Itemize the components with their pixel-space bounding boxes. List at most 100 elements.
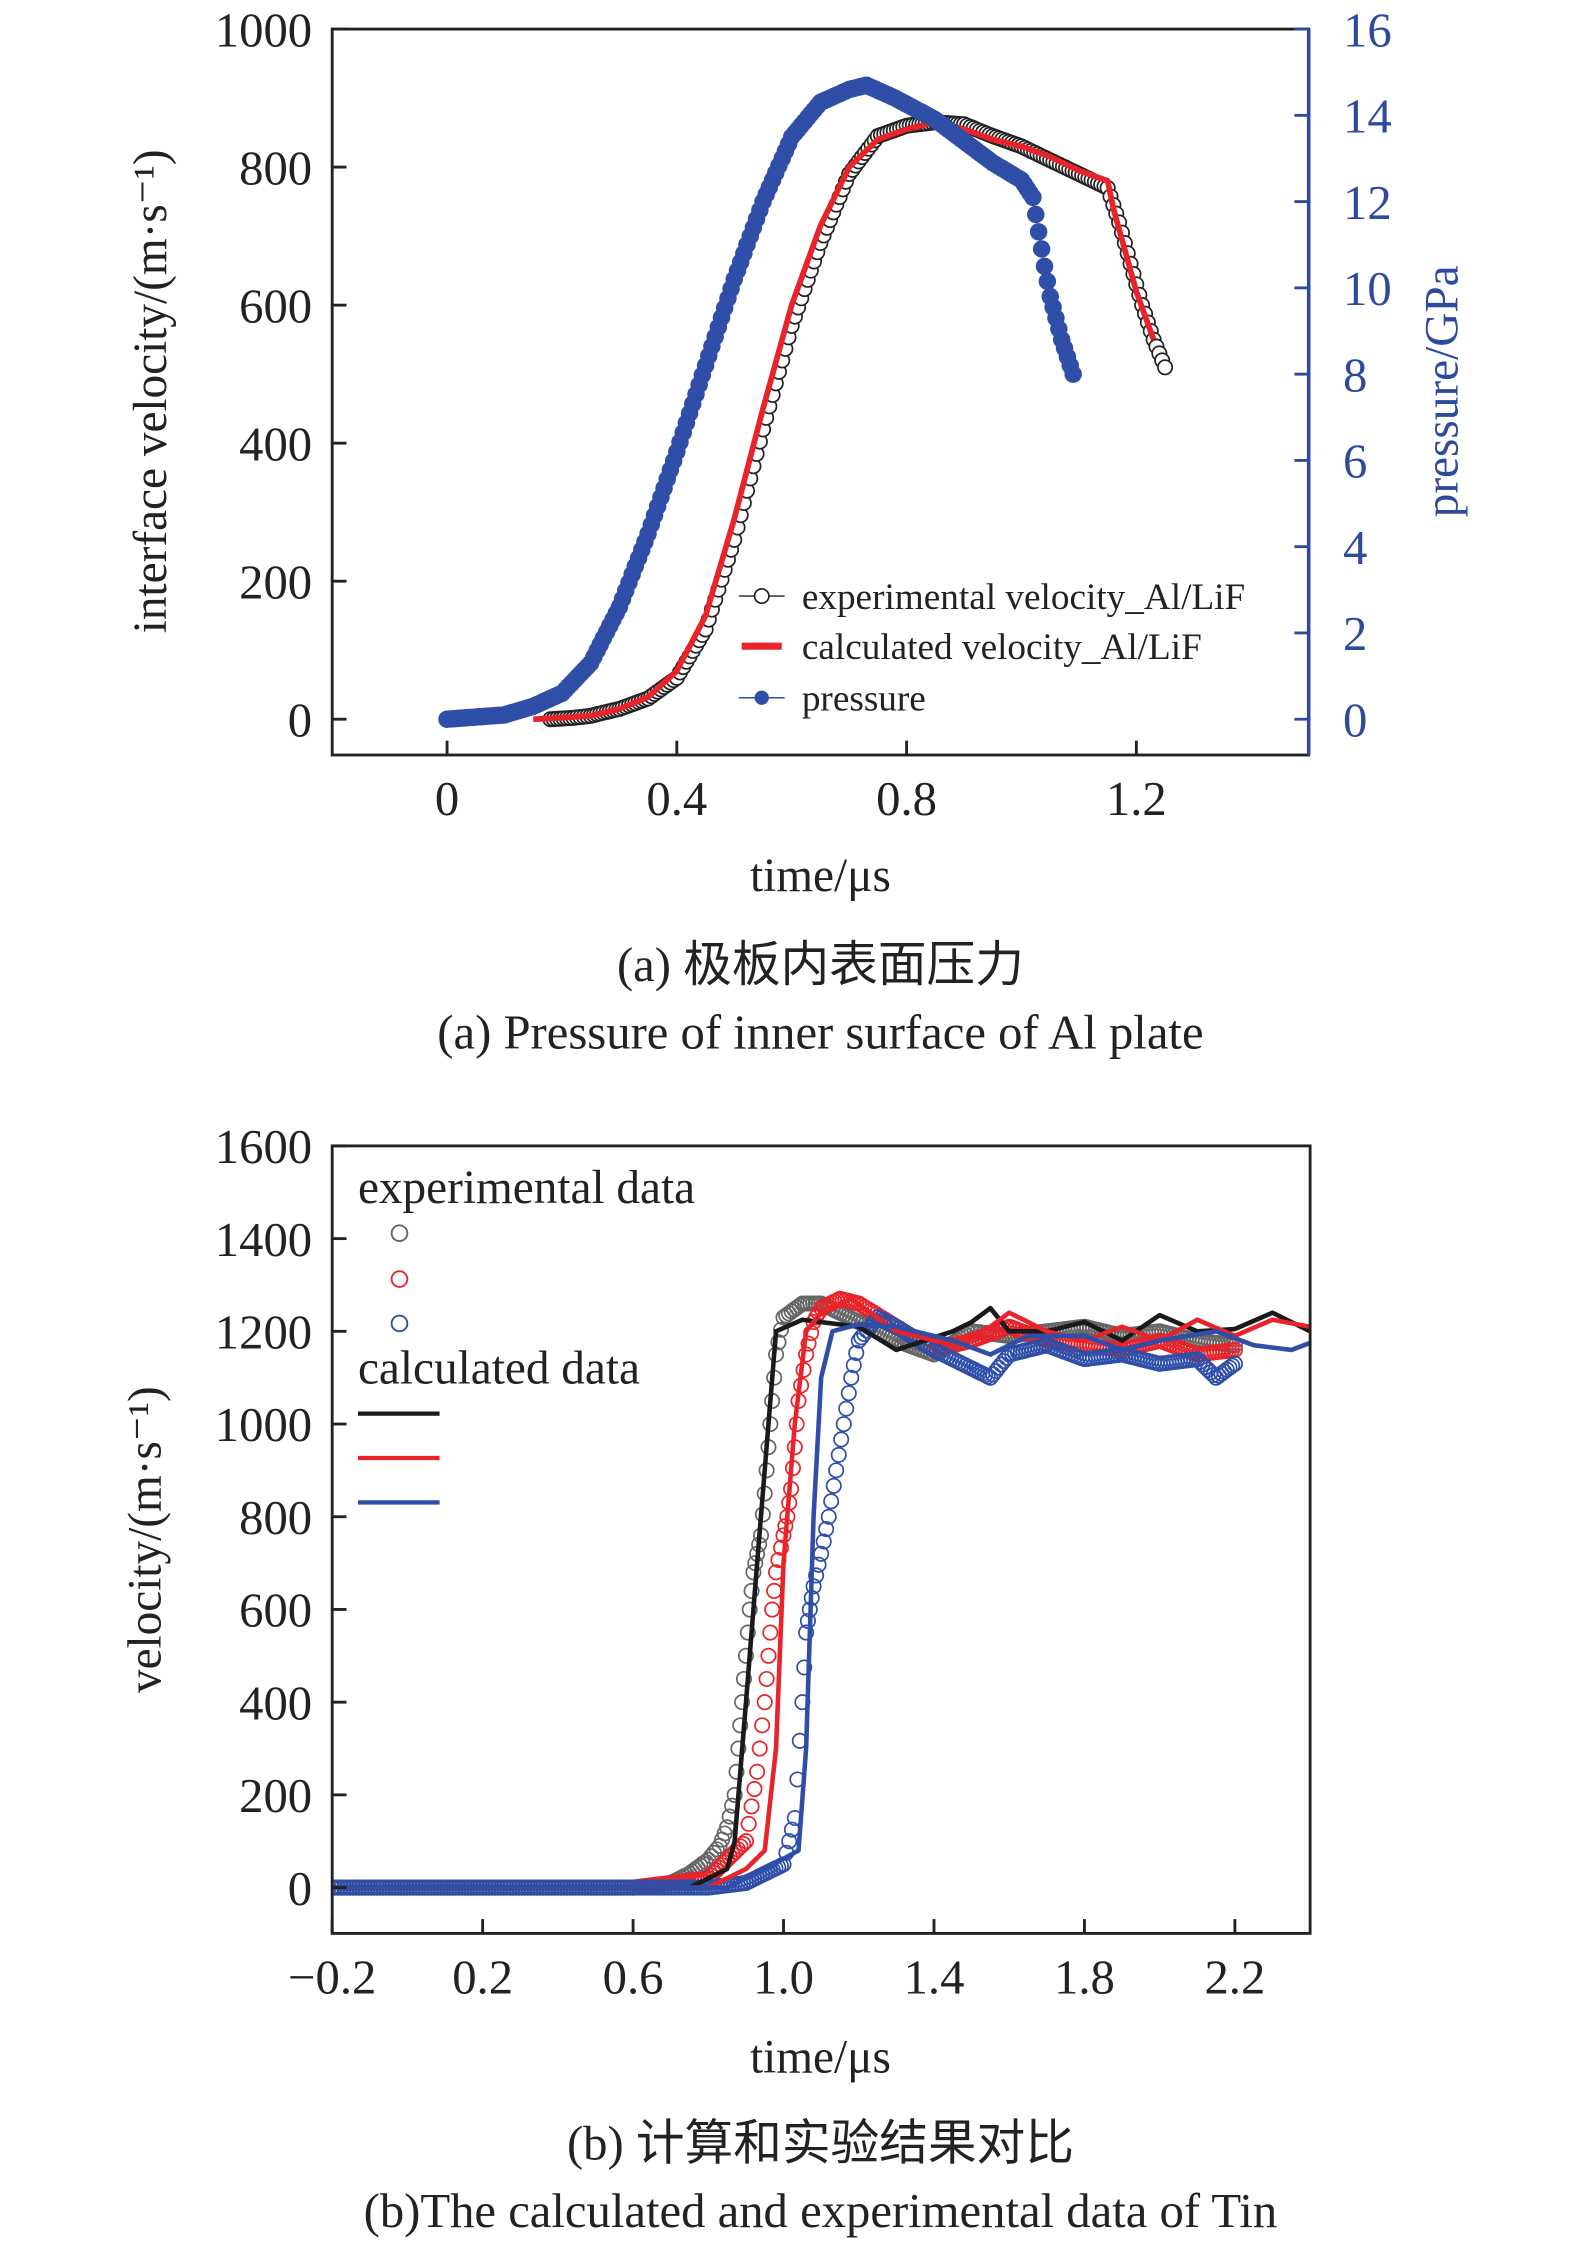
chart-a-y2tick-label: 2 <box>1343 607 1367 661</box>
chart-a-xtick-label: 1.2 <box>1106 772 1167 826</box>
chart-b-point <box>734 1694 751 1711</box>
chart-b-point <box>732 1717 749 1734</box>
chart-b-point <box>735 1670 752 1687</box>
chart-b-legend: experimental data calculated data <box>357 1162 695 1505</box>
chart-b-point <box>745 1564 762 1581</box>
chart-b-series-2 <box>332 1322 1311 1890</box>
chart-b-point <box>754 1717 771 1734</box>
chart-b-xtick-label: 0.6 <box>603 1951 664 2005</box>
chart-b-point <box>818 1521 835 1538</box>
chart-b-ylabel: velocity/(m·s⁻¹) <box>119 1386 171 1693</box>
chart-b-point <box>737 1647 754 1664</box>
chart-b-ytick-label: 1200 <box>215 1306 312 1360</box>
chart-b-point <box>740 1815 757 1832</box>
chart-a-point <box>1035 257 1054 276</box>
chart-a-ylabel: interface velocity/(m·s⁻¹) <box>125 149 177 633</box>
chart-b-point <box>739 1624 756 1641</box>
chart-b-point <box>708 1841 725 1858</box>
chart-b-point <box>760 1647 777 1664</box>
chart-a-series-2 <box>438 76 1082 728</box>
chart-b-xtick-label: 2.2 <box>1204 1951 1265 2005</box>
chart-a-ytick-label: 0 <box>288 693 312 747</box>
chart-b-point <box>1194 1356 1211 1373</box>
chart-b-ytick-label: 200 <box>239 1769 312 1823</box>
chart-b-point <box>778 1307 795 1324</box>
chart-b-point <box>743 1798 760 1815</box>
legend-exp-label: experimental velocity_Al/LiF <box>802 577 1245 618</box>
chart-b-point <box>773 1539 790 1556</box>
chart-b-point <box>1210 1367 1227 1384</box>
chart-b: −0.2 0.2 0.6 1.0 1.4 1.8 2.2 0 200 400 600 800 1000 1… <box>119 1120 1312 2238</box>
legend-exp-marker <box>753 588 770 605</box>
chart-a-point <box>1032 240 1051 258</box>
chart-a-y2tick-label: 14 <box>1343 90 1392 144</box>
chart-b-point <box>845 1357 862 1374</box>
chart-a-series-1 <box>533 119 1157 723</box>
chart-b-point <box>848 1344 865 1361</box>
chart-b-series-1 <box>332 1296 1311 1890</box>
legend-calculated-title: calculated data <box>358 1343 640 1395</box>
legend-calc-label: calculated velocity_Al/LiF <box>802 627 1202 668</box>
chart-b-ytick-label: 1400 <box>215 1213 312 1267</box>
chart-b-point <box>840 1385 857 1402</box>
chart-b-point <box>737 1833 754 1850</box>
chart-b-caption-en: (b)The calculated and experimental data … <box>364 2184 1278 2238</box>
chart-a-ytick-label: 1000 <box>215 3 312 57</box>
chart-b-point <box>770 1334 787 1351</box>
chart-b-xtick-label: −0.2 <box>288 1951 376 2005</box>
chart-b-xtick-label: 0.2 <box>452 1951 513 2005</box>
chart-b-point <box>758 1670 775 1687</box>
chart-b-point <box>743 1582 760 1599</box>
chart-b-point <box>820 1508 837 1525</box>
chart-b-point <box>1208 1369 1225 1386</box>
chart-a-ytick-label: 200 <box>239 555 312 609</box>
chart-b-point <box>773 1321 790 1338</box>
chart-b-ytick-label: 1000 <box>215 1398 312 1452</box>
chart-b-xtick-label: 1.4 <box>904 1951 965 2005</box>
chart-a-ytick-label: 800 <box>239 141 312 195</box>
chart-a: 0 0.4 0.8 1.2 0 200 400 600 800 1000 0 2 4 6 8 10 12 14 16… <box>125 3 1468 1059</box>
chart-b-point <box>780 1305 797 1322</box>
chart-b-point <box>823 1493 840 1510</box>
chart-a-point <box>1157 359 1174 376</box>
chart-b-point <box>730 1740 747 1757</box>
chart-b-point <box>749 1763 766 1780</box>
chart-b-point <box>746 1781 763 1798</box>
chart-a-y2tick-label: 8 <box>1343 348 1367 402</box>
chart-b-point <box>775 1309 792 1326</box>
chart-a-legend: experimental velocity_Al/LiF calculated … <box>738 577 1245 720</box>
chart-a-y2tick-label: 10 <box>1343 262 1392 316</box>
chart-a-point <box>1027 205 1045 224</box>
chart-b-point <box>830 1446 847 1463</box>
chart-b-point <box>815 1533 832 1550</box>
chart-a-y2tick-label: 0 <box>1343 693 1367 747</box>
chart-b-frame <box>330 1144 1312 1935</box>
legend-exp-red-marker <box>390 1270 409 1288</box>
chart-b-point <box>1189 1351 1206 1368</box>
chart-b-point <box>1218 1361 1235 1378</box>
chart-a-caption-cn: (a) 极板内表面压力 <box>617 938 1024 992</box>
chart-b-line <box>332 1305 1311 1890</box>
chart-b-point <box>1205 1366 1222 1384</box>
chart-b-point <box>766 1582 783 1599</box>
chart-a-caption-en: (a) Pressure of inner surface of Al plat… <box>437 1006 1203 1060</box>
legend-experimental-title: experimental data <box>358 1162 695 1214</box>
legend-exp-blue-marker <box>390 1314 409 1333</box>
chart-b-ytick-label: 600 <box>239 1584 312 1638</box>
chart-b-point <box>783 1303 800 1320</box>
legend-exp-black-marker <box>390 1224 409 1243</box>
legend-pressure-label: pressure <box>802 679 926 720</box>
chart-b-point <box>751 1740 768 1757</box>
chart-a-ytick-label: 600 <box>239 279 312 333</box>
chart-b-point <box>756 1694 773 1711</box>
chart-b-series-0 <box>332 1305 1311 1890</box>
chart-b-point <box>762 1624 779 1641</box>
chart-b-point <box>728 1763 745 1780</box>
chart-a-xtick-label: 0 <box>435 772 459 826</box>
chart-b-point <box>1216 1363 1233 1380</box>
legend-pressure-marker <box>754 690 769 705</box>
chart-b-line <box>332 1322 1311 1890</box>
chart-b-caption-cn: (b) 计算和实验结果对比 <box>567 2117 1074 2171</box>
chart-b-point <box>1213 1365 1230 1382</box>
